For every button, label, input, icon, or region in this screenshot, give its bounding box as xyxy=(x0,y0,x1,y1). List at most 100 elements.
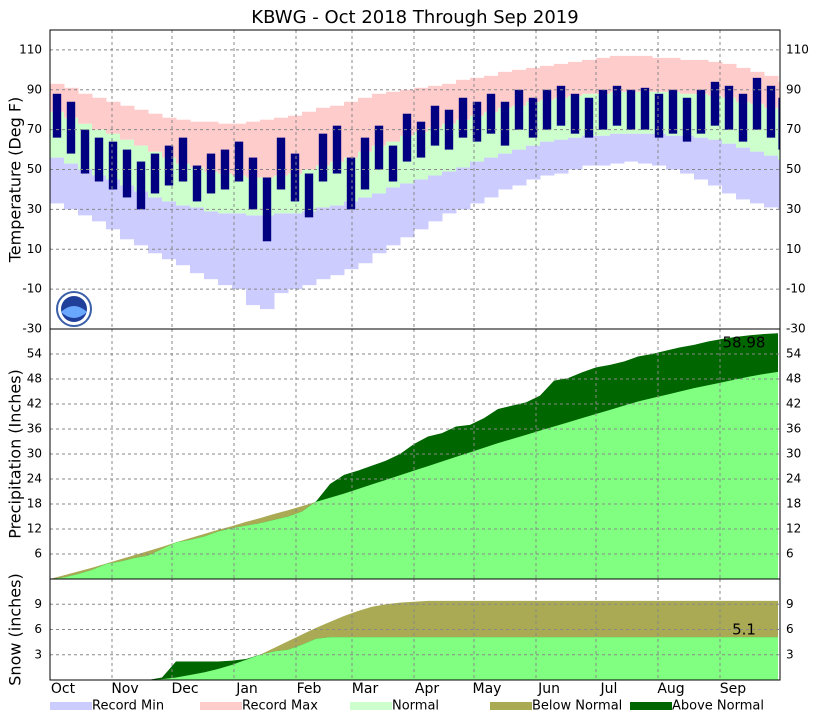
observed-bar xyxy=(80,129,90,174)
record-min-band xyxy=(750,151,765,204)
record-max-band xyxy=(778,81,780,112)
legend-label: Above Normal xyxy=(672,699,764,714)
observed-bar xyxy=(346,157,356,210)
observed-bar xyxy=(374,125,384,170)
observed-bar xyxy=(710,81,720,126)
y-axis-title: Snow (inches) xyxy=(6,573,25,685)
record-min-band xyxy=(498,153,513,190)
observed-bar xyxy=(290,153,300,202)
y-tick-label-right: 54 xyxy=(786,347,801,361)
observed-bar xyxy=(766,85,776,138)
record-min-band xyxy=(78,169,93,216)
record-max-band xyxy=(386,91,401,142)
y-tick-label-right: -30 xyxy=(786,322,806,336)
observed-bar xyxy=(206,153,216,194)
record-min-band xyxy=(582,135,597,166)
x-tick-label: Jun xyxy=(537,681,560,697)
record-min-band xyxy=(736,147,751,200)
x-tick-label: Nov xyxy=(111,681,138,697)
y-tick-label-right: -10 xyxy=(786,282,806,296)
y-tick-label: 70 xyxy=(27,122,42,136)
observed-bar xyxy=(150,153,160,194)
record-max-band xyxy=(120,105,135,140)
noaa-logo xyxy=(56,291,92,327)
normal-band xyxy=(232,175,247,214)
legend-label: Record Max xyxy=(242,699,318,714)
observed-bar xyxy=(778,97,780,150)
y-tick-label-right: 50 xyxy=(786,162,801,176)
y-tick-label-right: 36 xyxy=(786,422,801,436)
observed-bar xyxy=(584,97,594,138)
y-tick-label: 36 xyxy=(27,422,42,436)
y-tick-label-right: 6 xyxy=(786,622,794,636)
y-tick-label: 9 xyxy=(34,597,42,611)
observed-bar xyxy=(402,113,412,162)
observed-bar xyxy=(696,89,706,134)
observed-bar xyxy=(360,137,370,190)
observed-bar xyxy=(598,89,608,130)
record-min-band xyxy=(610,133,625,164)
record-min-band xyxy=(120,185,135,240)
record-min-band xyxy=(162,201,177,260)
record-min-band xyxy=(722,143,737,194)
y-tick-label: 30 xyxy=(27,447,42,461)
record-max-band xyxy=(638,55,653,92)
observed-bar xyxy=(654,93,664,138)
y-tick-label: 24 xyxy=(27,472,42,486)
observed-bar xyxy=(388,145,398,182)
legend-label: Below Normal xyxy=(532,699,622,714)
y-tick-label: 48 xyxy=(27,372,42,386)
record-min-band xyxy=(414,179,429,230)
record-max-band xyxy=(610,55,625,92)
record-max-band xyxy=(190,121,205,168)
y-tick-label-right: 30 xyxy=(786,447,801,461)
record-min-band xyxy=(106,179,121,230)
observed-bar xyxy=(136,161,146,210)
record-max-band xyxy=(106,101,121,134)
x-tick-label: Feb xyxy=(297,681,322,697)
y-tick-label: 6 xyxy=(34,622,42,636)
record-min-band xyxy=(568,137,583,170)
observed-bar xyxy=(682,97,692,142)
observed-bar xyxy=(738,93,748,142)
record-max-band xyxy=(498,71,513,108)
observed-bar xyxy=(318,133,328,182)
y-tick-label-right: 9 xyxy=(786,597,794,611)
y-tick-label-right: 6 xyxy=(786,547,794,561)
y-tick-label: 3 xyxy=(34,647,42,661)
legend-label: Record Min xyxy=(92,699,164,714)
y-tick-label: 110 xyxy=(19,42,42,56)
record-min-band xyxy=(540,141,555,176)
record-max-band xyxy=(568,61,583,96)
y-tick-label: 42 xyxy=(27,397,42,411)
record-min-band xyxy=(148,197,163,254)
x-tick-label: May xyxy=(473,681,502,697)
legend-swatch xyxy=(630,702,672,710)
observed-bar xyxy=(486,93,496,134)
observed-bar xyxy=(234,141,244,182)
record-max-band xyxy=(694,59,709,94)
record-min-band xyxy=(778,159,780,210)
record-min-band xyxy=(302,211,317,286)
record-min-band xyxy=(92,175,107,222)
record-min-band xyxy=(442,171,457,214)
observed-bar xyxy=(94,137,104,182)
record-max-band xyxy=(134,109,149,146)
x-tick-label: Jan xyxy=(235,681,258,697)
observed-bar xyxy=(570,93,580,134)
record-min-band xyxy=(176,205,191,266)
y-tick-label: 30 xyxy=(27,202,42,216)
y-tick-label-right: 24 xyxy=(786,472,801,486)
record-min-band xyxy=(680,135,695,174)
record-min-band xyxy=(386,187,401,246)
y-tick-label-right: 10 xyxy=(786,242,801,256)
observed-bar xyxy=(542,89,552,130)
observed-bar xyxy=(276,137,286,190)
panel-border xyxy=(49,578,781,681)
y-tick-label: 10 xyxy=(27,242,42,256)
observed-bar xyxy=(332,125,342,174)
record-min-band xyxy=(358,197,373,264)
observed-bar xyxy=(192,165,202,202)
record-max-band xyxy=(736,67,751,102)
